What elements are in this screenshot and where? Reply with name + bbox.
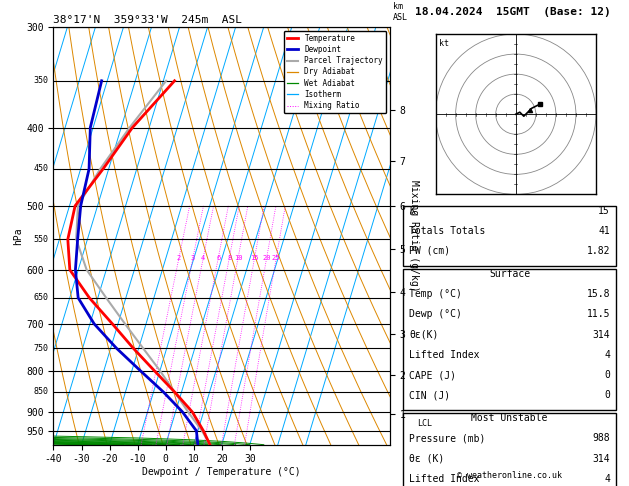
Text: Lifted Index: Lifted Index <box>409 350 479 360</box>
Text: θε (K): θε (K) <box>409 454 444 464</box>
Text: LCL: LCL <box>417 419 432 428</box>
Text: 650: 650 <box>33 294 48 302</box>
Text: θε(K): θε(K) <box>409 330 438 340</box>
Y-axis label: Mixing Ratio (g/kg): Mixing Ratio (g/kg) <box>409 180 420 292</box>
Text: 750: 750 <box>33 344 48 352</box>
Text: 25: 25 <box>272 255 281 261</box>
Text: kt: kt <box>439 39 449 48</box>
Text: Totals Totals: Totals Totals <box>409 226 486 236</box>
Text: 10: 10 <box>234 255 242 261</box>
Y-axis label: hPa: hPa <box>13 227 23 244</box>
Text: 41: 41 <box>598 226 610 236</box>
Text: 4: 4 <box>604 350 610 360</box>
Text: 0: 0 <box>604 370 610 380</box>
Text: PW (cm): PW (cm) <box>409 246 450 256</box>
Text: 0: 0 <box>604 390 610 400</box>
Text: 38°17'N  359°33'W  245m  ASL: 38°17'N 359°33'W 245m ASL <box>53 15 242 25</box>
Text: km
ASL: km ASL <box>393 2 408 22</box>
Bar <box>403 206 616 266</box>
Text: 4: 4 <box>604 474 610 484</box>
Text: 15: 15 <box>598 206 610 215</box>
Text: 8: 8 <box>227 255 231 261</box>
Text: 6: 6 <box>216 255 220 261</box>
Legend: Temperature, Dewpoint, Parcel Trajectory, Dry Adiabat, Wet Adiabat, Isotherm, Mi: Temperature, Dewpoint, Parcel Trajectory… <box>284 31 386 113</box>
Text: 450: 450 <box>33 164 48 174</box>
Text: 2: 2 <box>177 255 181 261</box>
Bar <box>403 413 616 486</box>
Text: 18.04.2024  15GMT  (Base: 12): 18.04.2024 15GMT (Base: 12) <box>415 7 611 17</box>
Text: 1.82: 1.82 <box>586 246 610 256</box>
Text: 15: 15 <box>250 255 259 261</box>
Text: CIN (J): CIN (J) <box>409 390 450 400</box>
Bar <box>403 269 616 411</box>
Text: Pressure (mb): Pressure (mb) <box>409 434 486 444</box>
Text: Surface: Surface <box>489 269 530 279</box>
Text: © weatheronline.co.uk: © weatheronline.co.uk <box>457 471 562 480</box>
Text: 850: 850 <box>33 387 48 397</box>
Text: 20: 20 <box>262 255 271 261</box>
Text: 3: 3 <box>191 255 195 261</box>
Text: 550: 550 <box>33 235 48 244</box>
Text: 314: 314 <box>593 330 610 340</box>
Text: CAPE (J): CAPE (J) <box>409 370 456 380</box>
Text: Most Unstable: Most Unstable <box>471 413 548 423</box>
Text: Lifted Index: Lifted Index <box>409 474 479 484</box>
Text: 11.5: 11.5 <box>586 310 610 319</box>
Text: K: K <box>409 206 415 215</box>
Text: Temp (°C): Temp (°C) <box>409 289 462 299</box>
Text: 15.8: 15.8 <box>586 289 610 299</box>
Text: 350: 350 <box>33 76 48 85</box>
Text: 314: 314 <box>593 454 610 464</box>
Text: 4: 4 <box>201 255 205 261</box>
Text: Dewp (°C): Dewp (°C) <box>409 310 462 319</box>
Text: 988: 988 <box>593 434 610 444</box>
X-axis label: Dewpoint / Temperature (°C): Dewpoint / Temperature (°C) <box>142 467 301 477</box>
